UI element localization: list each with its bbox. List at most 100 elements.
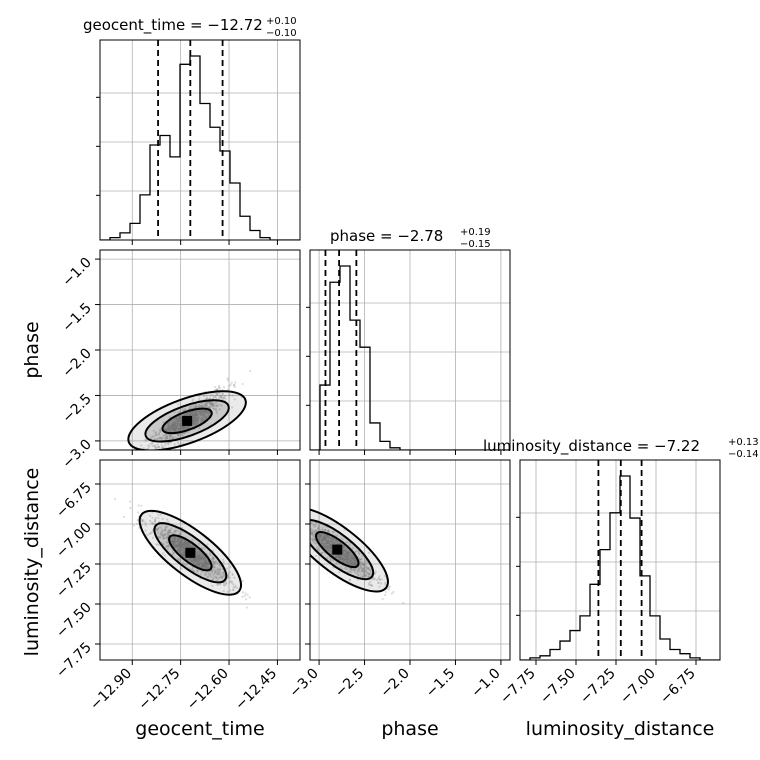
sample-point [180, 541, 183, 544]
sample-point [311, 528, 314, 532]
sample-point [195, 410, 198, 413]
sample-point [307, 527, 309, 529]
sample-point [191, 418, 194, 421]
sample-point [225, 582, 228, 585]
xtick-label: −12.90 [87, 666, 135, 714]
sample-point [352, 556, 355, 559]
sample-point [181, 434, 185, 437]
sample-point [201, 564, 204, 568]
sample-point [204, 565, 207, 569]
sample-point [196, 555, 200, 559]
sample-point [355, 560, 358, 564]
sample-point [195, 422, 199, 425]
sample-point [177, 428, 180, 431]
sample-point [174, 540, 177, 543]
sample-point [178, 543, 181, 546]
sample-point [203, 412, 206, 415]
sample-point [328, 546, 331, 549]
sample-point [145, 452, 147, 454]
sample-point [182, 425, 185, 429]
sample-point [296, 511, 298, 513]
sample-point [183, 546, 186, 549]
sample-point [379, 582, 383, 585]
sample-point [195, 417, 198, 421]
sample-point [182, 554, 185, 557]
sample-point [175, 418, 178, 421]
sample-point [211, 584, 214, 587]
sample-point [347, 550, 351, 553]
sample-point [363, 574, 366, 577]
sample-point [146, 450, 148, 452]
sample-point [212, 402, 216, 405]
sample-point [187, 427, 190, 430]
sample-point [361, 562, 364, 566]
sample-point [213, 562, 217, 565]
sample-point [341, 560, 345, 563]
sample-point [346, 555, 349, 558]
sample-point [347, 570, 350, 574]
sample-point [205, 394, 208, 397]
sample-point [196, 562, 199, 565]
sample-point [325, 536, 328, 539]
sample-point [344, 552, 347, 555]
sample-point [181, 427, 184, 430]
sample-point [191, 544, 194, 547]
title-phase: phase = −2.78 [330, 227, 443, 245]
sample-point [194, 558, 197, 561]
sample-point [213, 574, 216, 577]
sample-point [331, 537, 334, 540]
sample-point [213, 562, 216, 565]
sample-point [177, 427, 180, 430]
sample-point [182, 547, 185, 550]
sample-point [205, 571, 208, 574]
sample-point [155, 528, 159, 531]
sample-point [200, 557, 203, 560]
sample-point [182, 546, 186, 549]
sample-point [341, 567, 344, 570]
sample-point [196, 563, 199, 567]
sample-point [329, 546, 333, 549]
sample-point [218, 568, 221, 571]
sample-point [314, 529, 318, 532]
sample-point [357, 566, 360, 570]
sample-point [202, 410, 205, 413]
sample-point [218, 386, 221, 390]
xtick-label: −12.75 [136, 666, 184, 714]
sample-point [184, 413, 187, 416]
sample-point [327, 549, 330, 552]
sample-point [182, 543, 185, 546]
sample-point [168, 420, 172, 424]
sample-point [173, 427, 176, 430]
sample-point [200, 570, 203, 573]
sample-point [212, 407, 215, 410]
sample-point [327, 536, 330, 539]
sample-point [176, 543, 179, 547]
sample-point [155, 438, 159, 441]
sample-point [352, 559, 355, 562]
sample-point [202, 554, 205, 557]
sample-point [345, 556, 348, 559]
sample-point [146, 533, 149, 537]
sample-point [197, 403, 200, 407]
sample-point [200, 419, 203, 422]
sample-point [161, 533, 164, 536]
sample-point [167, 422, 171, 425]
title-geocent-time-minus: −0.10 [266, 28, 297, 39]
sample-point [201, 411, 204, 414]
sample-point [380, 578, 383, 581]
sample-point [179, 542, 182, 545]
sample-point [165, 435, 169, 438]
sample-point [178, 417, 181, 420]
sample-point [178, 540, 181, 544]
sample-point [222, 584, 226, 587]
sample-point [346, 568, 349, 571]
sample-point [206, 567, 209, 570]
sample-point [157, 445, 160, 448]
sample-point [301, 523, 303, 525]
xtick-label: −2.0 [377, 666, 412, 701]
sample-point [357, 550, 360, 553]
sample-point [154, 516, 158, 519]
sample-point [216, 388, 219, 391]
sample-point [217, 384, 221, 388]
sample-point [195, 559, 198, 563]
